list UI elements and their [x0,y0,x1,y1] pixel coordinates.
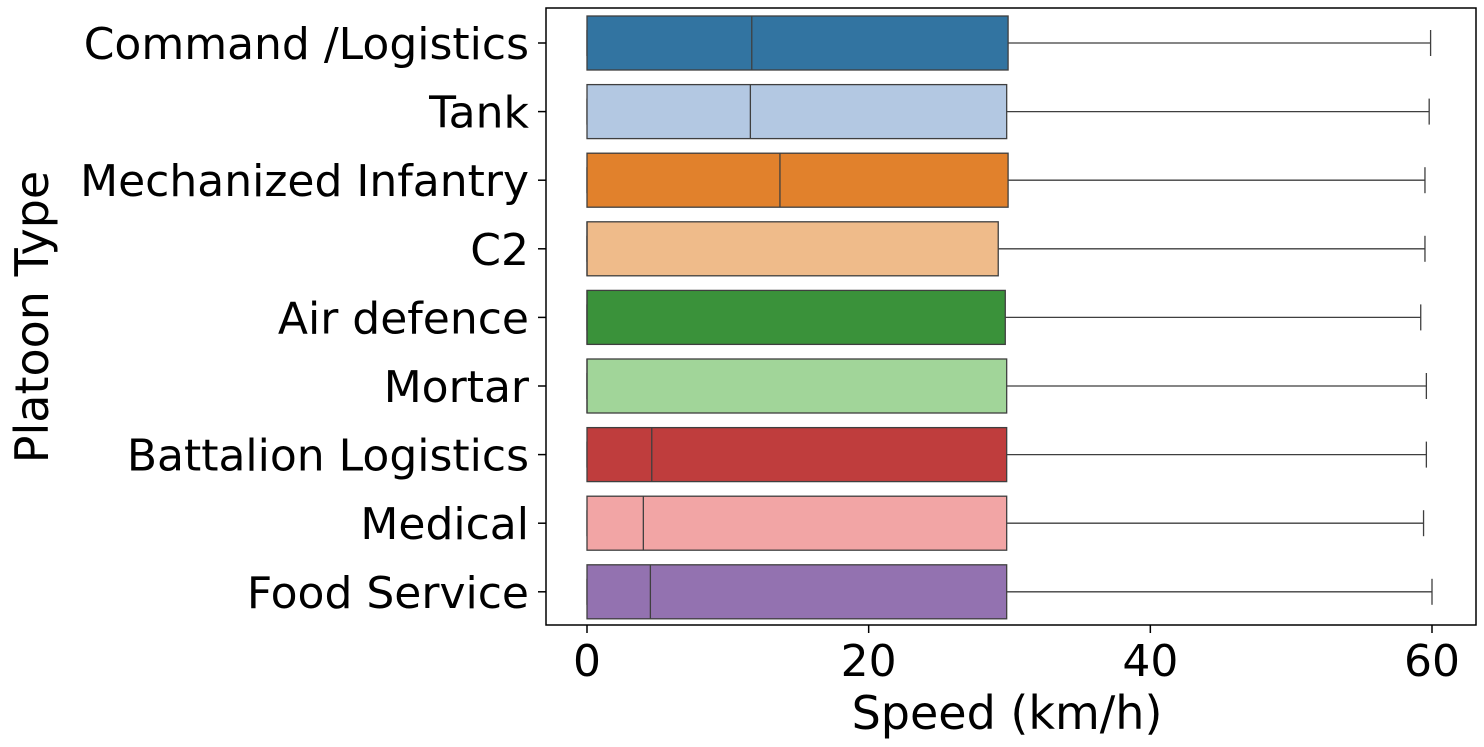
boxes-layer [586,15,1433,620]
y-tick-label: Medical [360,499,529,550]
y-tick-label: Command /Logistics [84,19,529,70]
x-tick-label: 60 [1404,636,1460,687]
box-body [586,152,1009,208]
box-body [586,495,1008,551]
x-axis-ticks: 0 20 40 60 [573,625,1460,687]
plot-area [545,7,1477,626]
box-body [586,83,1008,140]
box-body [586,358,1008,414]
y-axis-title: Platoon Type [5,171,59,463]
y-tick-label: Air defence [278,293,529,344]
box-body [586,221,999,277]
box-group [586,358,1428,414]
y-tick-label: Mechanized Infantry [80,156,529,207]
x-tick-label: 20 [841,636,897,687]
y-tick-label: Tank [428,88,529,139]
box-body [586,564,1008,620]
box-group [586,152,1426,208]
x-tick-label: 0 [573,636,601,687]
box-group [586,289,1422,346]
box-group [586,221,1426,277]
y-tick-label: Food Service [247,568,529,619]
y-tick-label: Battalion Logistics [127,431,529,482]
y-axis-ticks: Command /Logistics Tank Mechanized Infantr… [80,19,546,619]
box-body [586,289,1006,346]
x-tick-label: 40 [1122,636,1178,687]
box-group [586,495,1425,551]
y-tick-label: Mortar [384,362,530,413]
x-axis-title: Speed (km/h) [852,686,1163,740]
box-group [586,15,1432,71]
plot-frame [545,7,1477,626]
box-group [586,564,1433,620]
box-group [586,83,1430,140]
box-body [586,15,1009,71]
box-group [586,426,1428,483]
y-tick-label: C2 [470,225,529,276]
box-body [586,426,1008,483]
